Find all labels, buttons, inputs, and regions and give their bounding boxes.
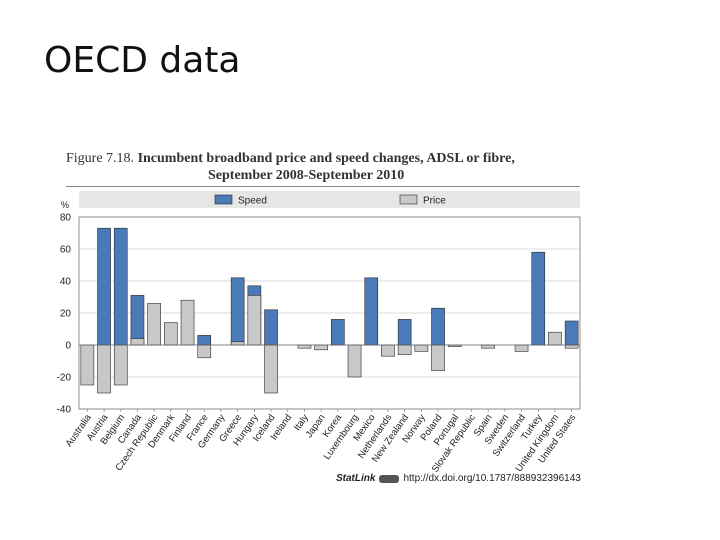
- bar-speed: [531, 251, 546, 346]
- bar-speed: [564, 320, 579, 346]
- bar-price: [180, 299, 195, 346]
- bar-price: [297, 344, 312, 349]
- bar-price: [247, 295, 262, 346]
- bar-speed: [197, 335, 212, 346]
- figure-divider: [66, 186, 580, 187]
- bar-price: [230, 341, 245, 346]
- bar-price: [147, 303, 161, 346]
- y-tick-label: -40: [57, 405, 72, 416]
- bar-price: [197, 344, 212, 359]
- y-tick-label: 40: [60, 277, 72, 288]
- y-tick-label: -20: [57, 373, 72, 384]
- bar-speed: [397, 319, 412, 346]
- bar-price: [314, 344, 328, 351]
- bar-speed: [331, 319, 345, 346]
- legend-label-speed: Speed: [238, 196, 267, 207]
- figure-title: Figure 7.18. Incumbent broadband price a…: [66, 150, 586, 184]
- bar-speed: [431, 307, 445, 346]
- bar-price: [97, 344, 111, 394]
- y-axis-unit: %: [61, 200, 69, 210]
- bar-price: [381, 344, 395, 357]
- statlink-logo-icon: [379, 474, 400, 483]
- bar-speed: [130, 295, 145, 346]
- legend-band: [79, 191, 580, 208]
- figure-heading: Incumbent broadband price and speed chan…: [137, 151, 515, 166]
- bar-price: [347, 344, 362, 378]
- bar-speed: [264, 309, 278, 346]
- bar-speed: [113, 227, 128, 346]
- y-tick-label: 20: [60, 309, 72, 320]
- figure-subheading: September 2008-September 2010: [208, 168, 405, 183]
- bar-price: [548, 331, 562, 346]
- plot-frame: [78, 216, 581, 410]
- statlink-label: StatLink: [336, 473, 376, 484]
- legend-label-price: Price: [423, 196, 446, 207]
- legend-swatch-price: [399, 194, 418, 205]
- bar-price: [113, 344, 128, 386]
- y-tick-label: 80: [60, 213, 72, 224]
- bar-price: [397, 344, 412, 355]
- y-tick-label: 60: [60, 245, 72, 256]
- bar-price: [164, 322, 178, 346]
- bar-speed: [230, 277, 245, 346]
- bar-price: [514, 344, 529, 352]
- bar-speed: [97, 227, 111, 346]
- legend: Speed Price: [79, 191, 580, 208]
- y-tick-label: 0: [65, 341, 71, 352]
- bar-price: [80, 344, 95, 386]
- bar-price: [564, 344, 579, 349]
- statlink-url[interactable]: http://dx.doi.org/10.1787/888932396143: [403, 473, 581, 484]
- bar-price: [431, 344, 445, 371]
- legend-swatch-speed: [214, 194, 233, 205]
- figure-number: Figure 7.18.: [66, 151, 135, 166]
- gridlines: [79, 216, 580, 410]
- bar-speed: [364, 277, 379, 346]
- bar-price: [130, 338, 145, 346]
- statlink[interactable]: StatLink http://dx.doi.org/10.1787/88893…: [336, 473, 581, 484]
- slide-title: OECD data: [44, 40, 241, 81]
- bar-price: [264, 344, 278, 394]
- bar-price: [414, 344, 429, 352]
- bars: [80, 227, 579, 394]
- bar-price: [481, 344, 495, 349]
